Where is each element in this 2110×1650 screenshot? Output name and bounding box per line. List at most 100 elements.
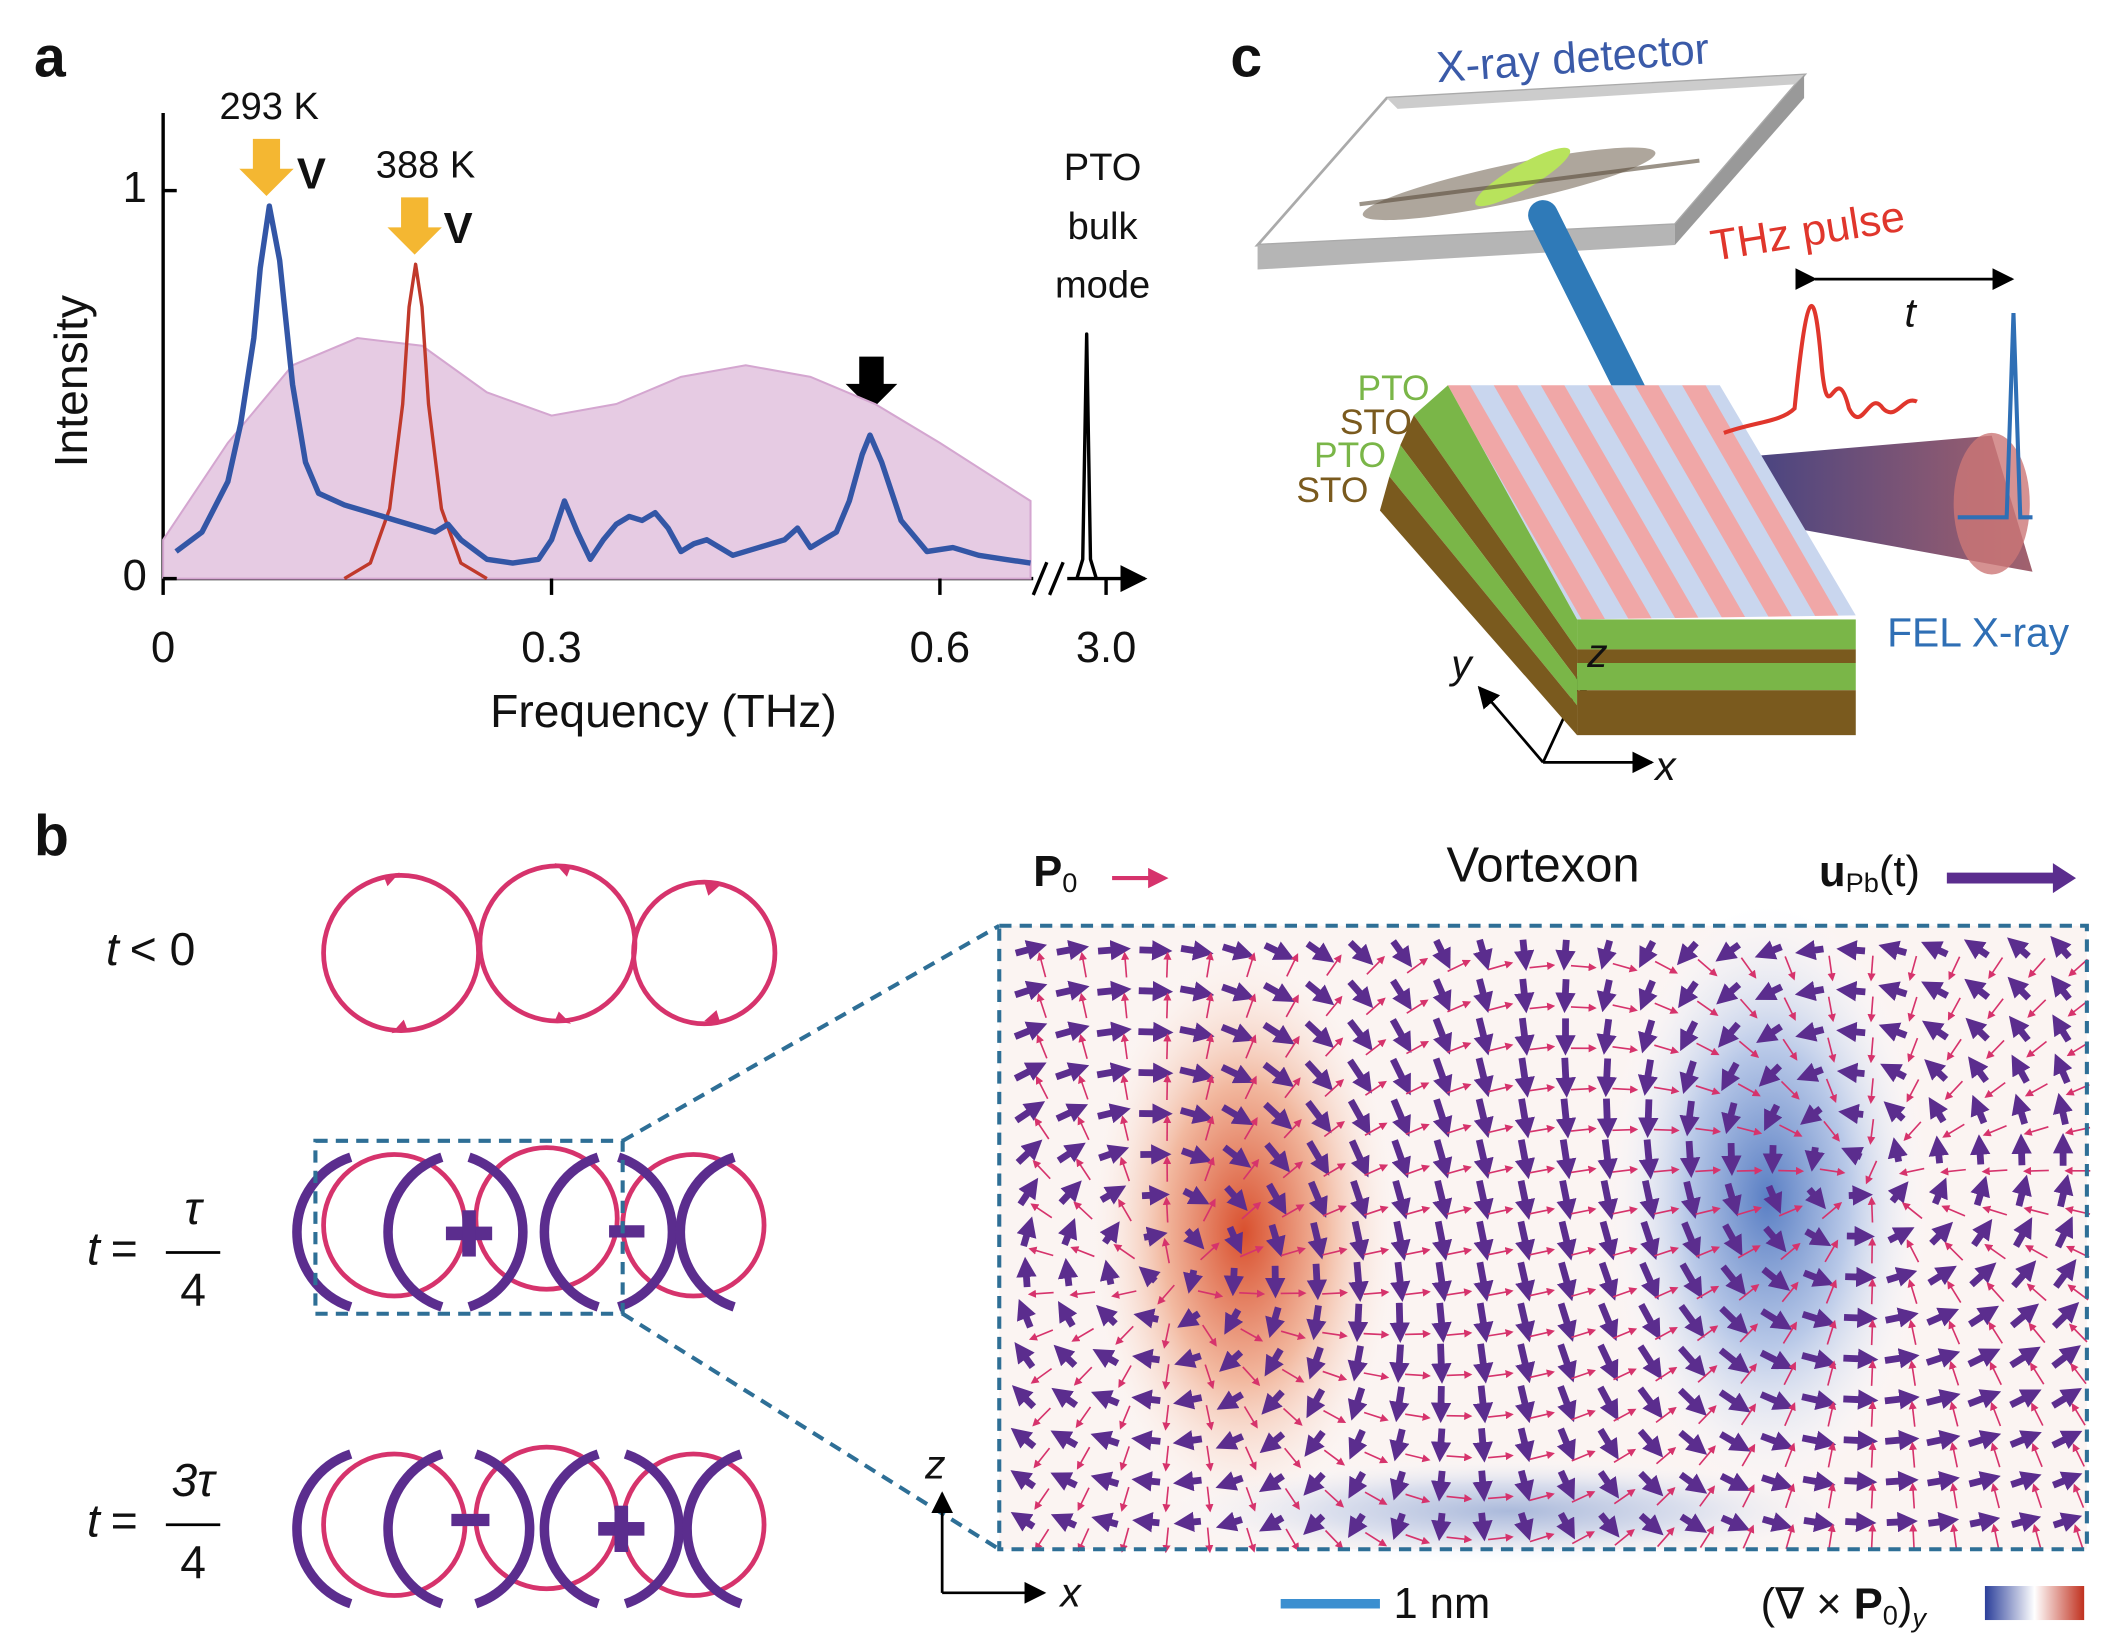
displacement-arrow	[1968, 1471, 2001, 1491]
displacement-arrow	[1679, 1513, 1708, 1533]
polarization-arrow	[1204, 1364, 1215, 1390]
polarization-arrow	[1613, 1448, 1637, 1464]
displacement-arrow	[1057, 1257, 1079, 1287]
polarization-arrow	[1405, 1164, 1431, 1176]
y-tick-label: 0	[123, 552, 147, 600]
displacement-arrow	[1555, 1098, 1577, 1139]
layer-label: PTO	[1314, 436, 1386, 475]
displacement-arrow	[1639, 1261, 1660, 1301]
displacement-arrow	[1804, 1146, 1825, 1172]
displacement-arrow	[1303, 1513, 1326, 1536]
displacement-arrow	[1926, 1429, 1961, 1450]
displacement-arrow	[1598, 1261, 1619, 1301]
polarization-arrow	[2068, 958, 2089, 977]
polarization-arrow	[1781, 1281, 1799, 1303]
displacement-arrow	[1015, 1139, 1043, 1165]
polarization-arrow	[2023, 1126, 2049, 1136]
polarization-arrow	[1246, 1527, 1257, 1553]
polarization-arrow	[1363, 1247, 1390, 1256]
polarization-arrow	[1405, 1247, 1431, 1256]
displacement-arrow	[1596, 1058, 1617, 1098]
polarization-arrow	[1570, 1206, 1597, 1215]
polarization-arrow	[1200, 1242, 1220, 1261]
displacement-arrow	[1760, 1431, 1794, 1451]
polarization-arrow	[1322, 1246, 1348, 1256]
polarization-arrow	[1363, 1411, 1389, 1422]
displacement-arrow	[1473, 1220, 1494, 1261]
vortex-circles-part-part	[462, 1210, 476, 1257]
displacement-arrow	[2051, 1302, 2080, 1329]
vortex-circles-part-part	[539, 1152, 600, 1312]
displacement-arrow	[1678, 1471, 1708, 1494]
displacement-arrow	[1050, 1472, 1078, 1491]
displacement-arrow	[1845, 1511, 1877, 1533]
polarization-arrow	[1946, 1038, 1962, 1061]
displacement-arrow	[1805, 1186, 1826, 1210]
axis-label: z	[924, 1441, 945, 1487]
polarization-arrow	[1867, 1037, 1876, 1064]
polarization-arrow	[1901, 1202, 1923, 1220]
displacement-arrow	[1431, 1261, 1452, 1302]
displacement-arrow	[1514, 1057, 1535, 1098]
polarization-arrow	[1205, 1527, 1214, 1554]
polarization-arrow	[1827, 1360, 1837, 1386]
x-axis-label: Frequency (THz)	[490, 685, 837, 737]
displacement-arrow	[1099, 1221, 1120, 1245]
polarization-arrow	[1612, 1045, 1639, 1054]
vortex-circles-part	[445, 1210, 645, 1552]
polarization-arrow	[1447, 1000, 1472, 1013]
polarization-arrow	[2026, 1283, 2047, 1302]
displacement-arrow	[1306, 1346, 1326, 1380]
displacement-arrow	[1556, 1261, 1577, 1302]
displacement-arrow	[1389, 1018, 1412, 1054]
polarization-arrow	[1119, 1527, 1130, 1553]
vortex-circles-part-part	[609, 1225, 645, 1238]
displacement-arrow	[1097, 980, 1132, 1002]
vortex-circles-part-part	[383, 1152, 444, 1312]
polarization-arrow	[1908, 1441, 1918, 1468]
time-label-part: t	[87, 1495, 102, 1547]
vortex-circles-part	[313, 1138, 625, 1316]
displacement-arrow	[1098, 1144, 1130, 1164]
vortex-circles-part-part	[321, 1152, 468, 1299]
legend-label-part: 0	[1062, 867, 1077, 898]
polarization-arrow	[1162, 1486, 1171, 1513]
polarization-arrow	[1695, 1126, 1722, 1135]
polarization-arrow	[1161, 1237, 1170, 1264]
displacement-arrow	[1306, 1304, 1327, 1341]
polarization-arrow	[1868, 1400, 1877, 1427]
layer-label: STO	[1340, 403, 1412, 442]
polarization-arrow	[1323, 1120, 1345, 1138]
displacement-arrow	[1259, 1512, 1285, 1532]
vortex-circles-part-part	[321, 872, 481, 1033]
polarization-arrow	[1823, 1120, 1840, 1142]
displacement-arrow	[1556, 1139, 1577, 1180]
polarization-arrow	[1241, 1201, 1262, 1220]
displacement-arrow	[1795, 940, 1824, 961]
colorbar-label-part: 0	[1883, 1600, 1898, 1631]
displacement-arrow	[1131, 1430, 1161, 1451]
time-label: t < 0	[106, 923, 195, 975]
polarization-arrow	[2068, 1323, 2088, 1343]
experiment-diagram-part	[1413, 385, 1578, 650]
polarization-arrow	[1742, 1524, 1755, 1549]
polarization-arrow	[1950, 1523, 1959, 1550]
polarization-arrow	[1612, 1004, 1638, 1013]
displacement-arrow	[1432, 1179, 1453, 1220]
displacement-arrow	[1010, 1470, 1037, 1491]
polarization-arrow	[1162, 1196, 1171, 1223]
polarization-arrow	[1157, 1284, 1175, 1305]
experiment-diagram-part	[1577, 662, 1856, 691]
displacement-arrow	[1472, 1427, 1493, 1463]
displacement-arrow	[1258, 1472, 1285, 1493]
displacement-arrow	[1183, 1227, 1205, 1250]
polarization-arrow	[1446, 1288, 1473, 1297]
displacement-arrow	[1431, 1302, 1452, 1343]
polarization-arrow	[1162, 1445, 1171, 1472]
displacement-arrow	[1886, 1267, 1918, 1287]
polarization-arrow	[1529, 1287, 1555, 1297]
displacement-arrow	[1556, 1427, 1576, 1462]
polarization-arrow	[1163, 1033, 1172, 1060]
displacement-arrow	[1556, 1469, 1576, 1501]
polarization-arrow	[1653, 1126, 1680, 1135]
